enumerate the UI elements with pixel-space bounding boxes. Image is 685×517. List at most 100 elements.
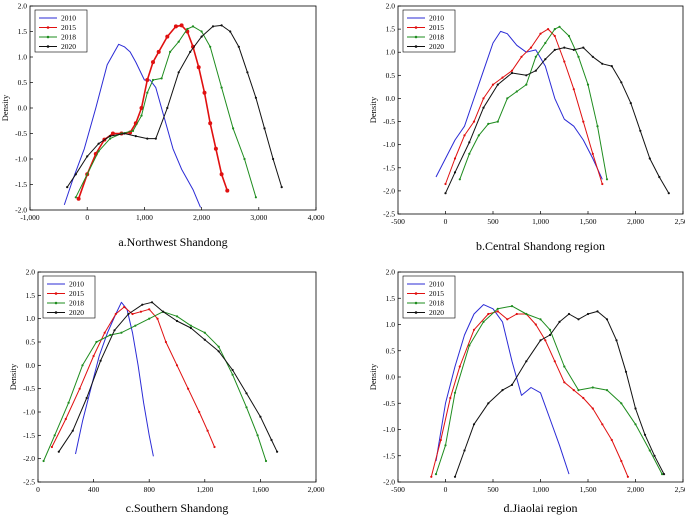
data-point <box>577 55 580 58</box>
data-point <box>539 339 542 342</box>
y-tick-label: -2.5 <box>383 210 395 219</box>
data-point <box>577 389 580 392</box>
data-point <box>506 97 509 100</box>
data-point <box>103 331 106 334</box>
data-point <box>430 475 433 478</box>
legend-marker <box>46 45 50 48</box>
data-point <box>156 317 159 320</box>
data-point <box>610 65 613 68</box>
data-point <box>202 90 207 95</box>
data-point <box>548 328 552 331</box>
data-point <box>624 370 628 373</box>
data-point <box>264 459 268 463</box>
x-tick-label: -500 <box>391 217 405 226</box>
data-point <box>547 28 550 31</box>
legend-label-2020: 2020 <box>429 42 444 51</box>
y-tick-label: 0.0 <box>386 94 396 103</box>
data-point <box>200 35 203 38</box>
series-2015 <box>430 310 630 478</box>
data-point <box>81 364 84 367</box>
data-point <box>601 62 604 65</box>
y-tick-label: 0.0 <box>18 104 28 113</box>
data-point <box>539 318 542 321</box>
data-point <box>95 340 98 344</box>
data-point <box>544 41 547 45</box>
x-tick-label: 4,000 <box>308 213 325 222</box>
data-point <box>477 134 480 137</box>
x-tick-label: 1,000 <box>532 485 549 494</box>
data-point <box>463 134 466 137</box>
data-point <box>515 312 518 316</box>
data-point <box>439 438 442 442</box>
data-point <box>191 25 195 28</box>
legend-marker <box>54 292 58 295</box>
y-tick-label: -2.0 <box>23 454 35 463</box>
data-point <box>173 24 178 29</box>
data-point <box>563 60 566 63</box>
y-tick-label: -1.0 <box>15 155 27 164</box>
legend-marker <box>54 311 58 314</box>
x-tick-label: 3,000 <box>250 213 267 222</box>
data-point <box>270 438 273 442</box>
data-point <box>525 83 528 86</box>
data-point <box>572 389 575 392</box>
data-point <box>74 173 77 176</box>
y-tick-label: -0.5 <box>383 117 395 126</box>
data-point <box>150 301 154 304</box>
x-tick-label: 800 <box>144 485 156 494</box>
data-point <box>237 45 240 48</box>
data-point <box>154 137 157 140</box>
data-point <box>610 438 613 442</box>
data-point <box>577 318 580 321</box>
legend-label-2018: 2018 <box>429 33 444 42</box>
legend-box <box>402 275 456 319</box>
series-2020 <box>453 310 666 478</box>
data-point <box>127 312 130 316</box>
data-point <box>189 326 192 330</box>
series-2020 <box>66 24 283 189</box>
y-tick-label: 1.5 <box>386 294 396 303</box>
data-point <box>177 71 180 74</box>
legend-label-2010: 2010 <box>429 14 444 23</box>
series-line-2020 <box>58 301 278 452</box>
y-tick-label: 1.5 <box>26 291 36 300</box>
x-tick-label: 1,200 <box>196 485 213 494</box>
data-point <box>169 50 172 54</box>
data-point <box>582 46 585 49</box>
series-2018 <box>434 305 664 476</box>
y-tick-label: 0.5 <box>386 71 396 80</box>
data-point <box>139 310 142 313</box>
legend-label-2020: 2020 <box>61 42 76 51</box>
data-point <box>146 91 149 94</box>
data-point <box>558 25 561 28</box>
series-2015 <box>50 305 216 449</box>
data-point <box>109 137 112 140</box>
y-tick-label: -2.0 <box>15 206 27 215</box>
data-point <box>78 387 81 390</box>
data-point <box>661 473 664 476</box>
data-point <box>141 303 144 306</box>
series-2018 <box>74 25 257 199</box>
legend-marker <box>414 26 418 29</box>
panel-title: a.Northwest Shandong <box>118 235 227 249</box>
data-point <box>472 120 476 123</box>
legend-label-2015: 2015 <box>429 289 444 298</box>
data-point <box>66 186 69 189</box>
data-point <box>620 402 623 405</box>
data-point <box>620 459 623 463</box>
y-tick-label: 1.0 <box>386 320 396 329</box>
data-point <box>109 135 112 138</box>
panel-title: b.Central Shandong region <box>476 239 605 253</box>
series-line-2018 <box>75 25 257 198</box>
data-point <box>458 365 461 368</box>
data-point <box>596 310 599 313</box>
data-point <box>539 32 542 35</box>
data-point <box>586 83 590 86</box>
legend-label-2010: 2010 <box>429 280 444 289</box>
legend-label-2010: 2010 <box>69 280 84 289</box>
data-point <box>444 182 447 186</box>
data-point <box>67 401 70 404</box>
x-tick-label: 0 <box>444 485 448 494</box>
